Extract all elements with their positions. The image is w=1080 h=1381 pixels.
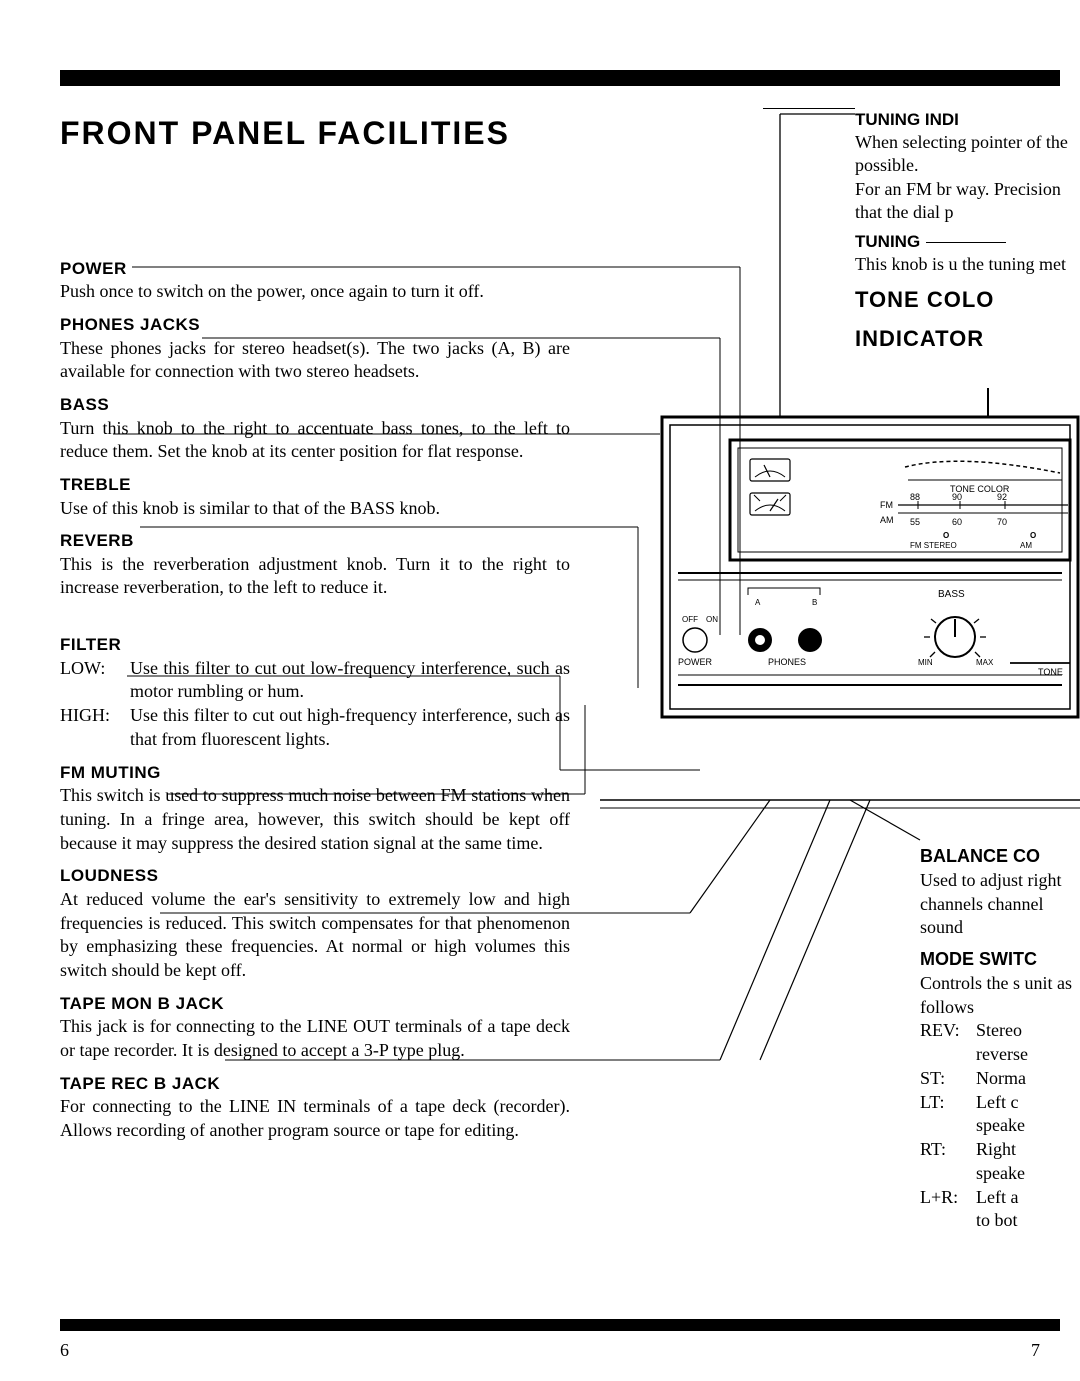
page-number-right: 7 <box>1031 1340 1040 1361</box>
tuning-heading: TUNING <box>855 231 1080 253</box>
mode-row: ST:Norma <box>920 1067 1080 1091</box>
section-heading: FM MUTING <box>60 762 570 784</box>
fm-tick: 92 <box>997 492 1007 502</box>
max-label: MAX <box>976 658 994 667</box>
am-tick: 70 <box>997 517 1007 527</box>
section-body: At reduced volume the ear's sensitivity … <box>60 888 570 983</box>
section-body: These phones jacks for stereo headset(s)… <box>60 337 570 385</box>
mode-row: LT:Left c <box>920 1091 1080 1115</box>
top-rule <box>60 70 1060 86</box>
b-label: B <box>812 598 817 607</box>
tuning-ind-body: When selecting pointer of the possible.F… <box>855 131 1080 225</box>
section-heading: TAPE REC B JACK <box>60 1073 570 1095</box>
section-body: Push once to switch on the power, once a… <box>60 280 570 304</box>
a-label: A <box>755 598 761 607</box>
tone-label: TONE <box>1038 667 1063 677</box>
fm-tick: 90 <box>952 492 962 502</box>
balance-heading: BALANCE CO <box>920 845 1080 869</box>
mode-row: REV:Stereo <box>920 1019 1080 1043</box>
am-small-label: AM <box>1020 541 1032 550</box>
section-heading: REVERB <box>60 530 570 552</box>
fm-tick: 88 <box>910 492 920 502</box>
section-body: This is the reverberation adjustment kno… <box>60 553 570 601</box>
mode-row: speake <box>920 1114 1080 1138</box>
section-body: For connecting to the LINE IN terminals … <box>60 1095 570 1143</box>
indicator-heading: INDICATOR <box>855 325 1080 354</box>
fm-label: FM <box>880 500 893 510</box>
am-label: AM <box>880 515 894 525</box>
mode-row: RT:Right <box>920 1138 1080 1162</box>
section-heading: POWER <box>60 258 570 280</box>
page-title: FRONT PANEL FACILITIES <box>60 115 510 152</box>
right-bottom-column: BALANCE CO Used to adjust right channels… <box>920 845 1080 1233</box>
mode-row: to bot <box>920 1209 1080 1233</box>
am-tick: 60 <box>952 517 962 527</box>
section-body: This switch is used to suppress much noi… <box>60 784 570 855</box>
balance-body: Used to adjust right channels channel so… <box>920 869 1080 940</box>
section-body: Turn this knob to the right to accentuat… <box>60 417 570 465</box>
section-heading: TREBLE <box>60 474 570 496</box>
phones-label: PHONES <box>768 657 806 667</box>
mode-defs: REV:StereoreverseST:NormaLT:Left cspeake… <box>920 1019 1080 1233</box>
tuning-ind-heading: TUNING INDI <box>855 109 1080 131</box>
section-heading: TAPE MON B JACK <box>60 993 570 1015</box>
mode-row: reverse <box>920 1043 1080 1067</box>
panel-diagram: TONE COLOR FM 88 90 92 AM 55 60 70 O O F… <box>660 415 1080 745</box>
left-column: POWERPush once to switch on the power, o… <box>60 258 570 1143</box>
min-label: MIN <box>918 658 933 667</box>
bottom-rule <box>60 1319 1060 1331</box>
fm-stereo-label: FM STEREO <box>910 541 957 550</box>
mode-row: speake <box>920 1162 1080 1186</box>
section-heading: LOUDNESS <box>60 865 570 887</box>
right-top-column: TUNING INDI When selecting pointer of th… <box>855 108 1080 353</box>
section-heading: FILTER <box>60 634 570 656</box>
o-ind: O <box>943 531 949 540</box>
section-heading: BASS <box>60 394 570 416</box>
mode-heading: MODE SWITC <box>920 948 1080 972</box>
mode-row: L+R:Left a <box>920 1186 1080 1210</box>
tone-colo-heading: TONE COLO <box>855 286 1080 315</box>
mode-body: Controls the s unit as follows <box>920 972 1080 1020</box>
am-tick: 55 <box>910 517 920 527</box>
bass-label: BASS <box>938 589 965 600</box>
section-body: Use of this knob is similar to that of t… <box>60 497 570 521</box>
section-body: This jack is for connecting to the LINE … <box>60 1015 570 1063</box>
o-ind: O <box>1030 531 1036 540</box>
off-label: OFF <box>682 615 698 624</box>
on-label: ON <box>706 615 718 624</box>
power-label: POWER <box>678 657 713 667</box>
section-heading: PHONES JACKS <box>60 314 570 336</box>
tuning-body: This knob is u the tuning met <box>855 253 1080 276</box>
page-number-left: 6 <box>60 1340 69 1361</box>
section-defs: LOW:Use this filter to cut out low-frequ… <box>60 657 570 752</box>
